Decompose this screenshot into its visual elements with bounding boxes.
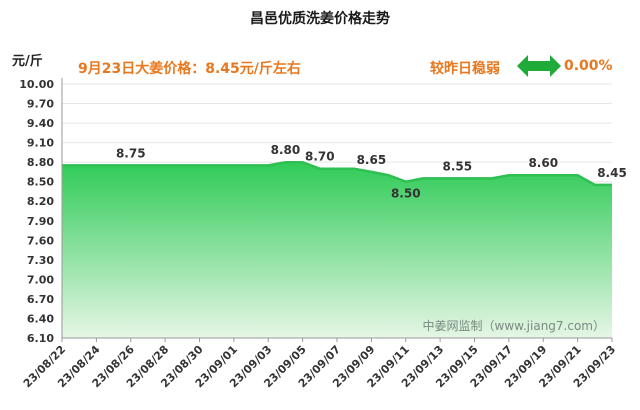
y-tick-label: 7.30	[27, 254, 54, 267]
y-tick-label: 8.50	[27, 176, 54, 189]
data-label: 8.45	[597, 166, 627, 180]
y-tick-label: 7.90	[27, 215, 54, 228]
chart-title: 昌邑优质洗姜价格走势	[250, 11, 390, 27]
y-tick-label: 9.70	[27, 98, 54, 111]
price-line	[62, 160, 612, 187]
data-label: 8.75	[116, 146, 146, 160]
watermark: 中姜网监制（www.jiang7.com）	[423, 318, 605, 333]
data-label: 8.50	[391, 187, 421, 201]
data-label: 8.65	[357, 153, 387, 167]
data-label: 8.80	[271, 143, 301, 157]
compare-label: 较昨日稳弱	[430, 61, 500, 77]
double-arrow-icon	[517, 55, 561, 77]
y-tick-label: 10.00	[19, 78, 54, 91]
y-axis-unit-label: 元/斤	[12, 54, 43, 69]
price-headline: 9月23日大姜价格：8.45元/斤左右	[78, 61, 301, 77]
y-tick-label: 6.70	[27, 293, 54, 306]
y-tick-label: 9.10	[27, 137, 54, 150]
data-label: 8.70	[305, 150, 335, 164]
y-tick-label: 7.60	[27, 234, 54, 247]
data-label: 8.55	[443, 159, 473, 173]
data-label: 8.60	[528, 156, 558, 170]
y-tick-label: 6.10	[27, 332, 54, 345]
change-percent: 0.00%	[564, 58, 613, 74]
y-tick-label: 9.40	[27, 117, 54, 130]
y-tick-label: 7.00	[27, 273, 54, 286]
y-tick-label: 8.80	[27, 156, 54, 169]
y-tick-label: 8.20	[27, 195, 54, 208]
double-arrow-shape	[517, 55, 561, 77]
price-area	[62, 162, 612, 338]
y-tick-label: 6.40	[27, 312, 54, 325]
